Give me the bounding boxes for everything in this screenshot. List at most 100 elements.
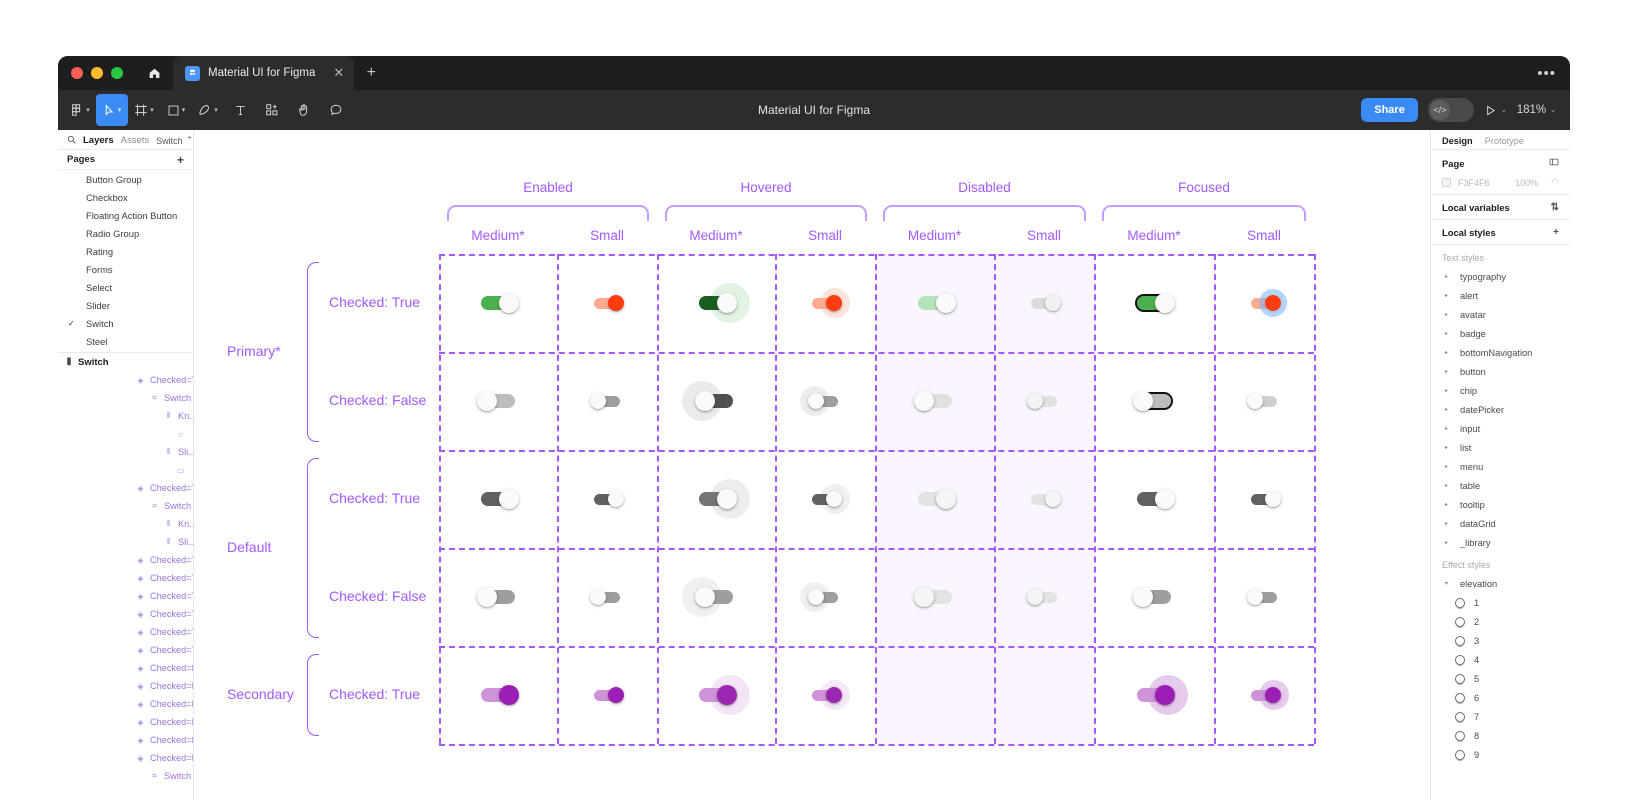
figma-menu-icon[interactable]: ▾	[64, 94, 96, 126]
switch-variant[interactable]	[594, 687, 624, 703]
layer-item[interactable]: ⫴ Sli...	[58, 533, 193, 551]
local-styles-section[interactable]: Local styles +	[1431, 220, 1570, 245]
elevation-item[interactable]: 7	[1431, 707, 1570, 726]
add-page-button[interactable]: +	[176, 152, 184, 167]
switch-variant[interactable]	[917, 293, 956, 313]
switch-variant[interactable]	[481, 293, 519, 313]
switch-variant[interactable]	[1251, 491, 1281, 507]
components-tool-icon[interactable]	[256, 94, 288, 126]
layer-item[interactable]: ◈ Checked=F...	[58, 749, 193, 767]
layer-item[interactable]: ⌗ Switch	[58, 389, 193, 407]
layer-item[interactable]: ⌗ Switch	[58, 497, 193, 515]
switch-variant[interactable]	[800, 582, 838, 612]
text-style-item[interactable]: ▸ table	[1431, 476, 1570, 495]
page-fill-row[interactable]: F3F4F6 100% ◠	[1442, 177, 1559, 188]
switch-variant[interactable]	[590, 589, 620, 605]
elevation-item[interactable]: 5	[1431, 669, 1570, 688]
layer-item[interactable]: ⌗ Switch	[58, 767, 193, 785]
switch-variant[interactable]	[699, 479, 750, 519]
switch-variant[interactable]	[682, 577, 733, 617]
elevation-item[interactable]: 8	[1431, 726, 1570, 745]
switch-variant[interactable]	[1031, 491, 1061, 507]
page-item[interactable]: Floating Action Button	[58, 206, 193, 224]
tab-prototype[interactable]: Prototype	[1484, 135, 1524, 146]
switch-variant[interactable]	[1247, 589, 1277, 605]
elevation-item[interactable]: 1	[1431, 593, 1570, 612]
layer-item[interactable]: ◈ Checked=T...	[58, 569, 193, 587]
switch-variant[interactable]	[913, 587, 952, 607]
layer-item[interactable]: ⫴ Kn...	[58, 515, 193, 533]
file-tab[interactable]: Material UI for Figma ✕	[173, 56, 355, 90]
layer-item[interactable]: ◈ Checked=F...	[58, 713, 193, 731]
page-item[interactable]: ✓ Switch	[58, 314, 193, 332]
text-style-item[interactable]: ▸ button	[1431, 362, 1570, 381]
page-item[interactable]: Rating	[58, 242, 193, 260]
text-style-item[interactable]: ▸ tooltip	[1431, 495, 1570, 514]
text-style-item[interactable]: ▸ chip	[1431, 381, 1570, 400]
switch-variant[interactable]	[1027, 393, 1057, 409]
switch-variant[interactable]	[812, 484, 850, 514]
elevation-item[interactable]: 9	[1431, 745, 1570, 764]
home-icon[interactable]	[135, 56, 173, 90]
switch-variant[interactable]	[812, 288, 850, 318]
layer-item[interactable]: ◈ Checked=F...	[58, 695, 193, 713]
layer-item[interactable]: ○	[58, 425, 193, 443]
switch-variant[interactable]	[1031, 295, 1061, 311]
switch-variant[interactable]	[1135, 293, 1175, 313]
page-selector[interactable]: Switch ⌃	[156, 135, 193, 146]
present-button[interactable]: ⌄	[1484, 104, 1507, 117]
elevation-item[interactable]: 2	[1431, 612, 1570, 631]
switch-variant[interactable]	[594, 295, 624, 311]
variables-settings-icon[interactable]: ⇅	[1550, 202, 1559, 213]
comment-tool-icon[interactable]	[320, 94, 352, 126]
page-item[interactable]: Steel	[58, 332, 193, 350]
page-item[interactable]: Select	[58, 278, 193, 296]
layer-item[interactable]: ◈ Checked=F...	[58, 659, 193, 677]
move-tool-icon[interactable]: ▾	[96, 94, 128, 126]
switch-variant[interactable]	[594, 491, 624, 507]
layer-item[interactable]: ◈ Checked=F...	[58, 677, 193, 695]
switch-variant[interactable]	[1133, 587, 1171, 607]
page-item[interactable]: Slider	[58, 296, 193, 314]
page-item[interactable]: Forms	[58, 260, 193, 278]
switch-variant[interactable]	[1137, 489, 1175, 509]
switch-variant[interactable]	[477, 587, 515, 607]
layer-item[interactable]: ◈ Checked=T...	[58, 551, 193, 569]
switch-variant[interactable]	[1247, 393, 1277, 409]
layer-item[interactable]: ◈ Checked=T...	[58, 587, 193, 605]
layer-item[interactable]: ⫴ Kn...	[58, 407, 193, 425]
elevation-item[interactable]: 4	[1431, 650, 1570, 669]
switch-variant[interactable]	[481, 685, 519, 705]
switch-variant[interactable]	[481, 489, 519, 509]
tab-assets[interactable]: Assets	[120, 135, 150, 146]
switch-variant[interactable]	[917, 489, 956, 509]
layer-item[interactable]: ◈ Checked=T...	[58, 479, 193, 497]
text-style-item[interactable]: ▸ input	[1431, 419, 1570, 438]
layer-item[interactable]: ▭	[58, 461, 193, 479]
layer-item[interactable]: ◈ Checked=F...	[58, 731, 193, 749]
switch-variant[interactable]	[1137, 675, 1188, 715]
switch-variant[interactable]	[477, 391, 515, 411]
tab-design[interactable]: Design	[1442, 135, 1473, 146]
elevation-item[interactable]: 6	[1431, 688, 1570, 707]
minimize-window-button[interactable]	[91, 67, 103, 79]
text-style-item[interactable]: ▸ typography	[1431, 267, 1570, 286]
layer-item[interactable]: ◈ Checked=T...	[58, 371, 193, 389]
switch-variant[interactable]	[812, 680, 850, 710]
switch-variant[interactable]	[682, 381, 733, 421]
text-style-item[interactable]: ▸ alert	[1431, 286, 1570, 305]
figma-canvas[interactable]: Enabled Hovered Disabled Focused Medium* Smal…	[194, 130, 1430, 800]
elevation-item[interactable]: 3	[1431, 631, 1570, 650]
close-icon[interactable]: ✕	[333, 65, 345, 80]
switch-variant[interactable]	[1133, 391, 1173, 411]
layer-item[interactable]: ⫴ Sli...	[58, 443, 193, 461]
switch-variant[interactable]	[699, 283, 750, 323]
effect-group-elevation[interactable]: ▾ elevation	[1431, 574, 1570, 593]
page-item[interactable]: Radio Group	[58, 224, 193, 242]
window-menu-icon[interactable]: •••	[1537, 64, 1556, 82]
page-item[interactable]: Checkbox	[58, 188, 193, 206]
new-tab-button[interactable]: +	[366, 64, 376, 81]
hand-tool-icon[interactable]	[288, 94, 320, 126]
local-variables-section[interactable]: Local variables ⇅	[1431, 195, 1570, 220]
switch-variant[interactable]	[1251, 680, 1289, 710]
